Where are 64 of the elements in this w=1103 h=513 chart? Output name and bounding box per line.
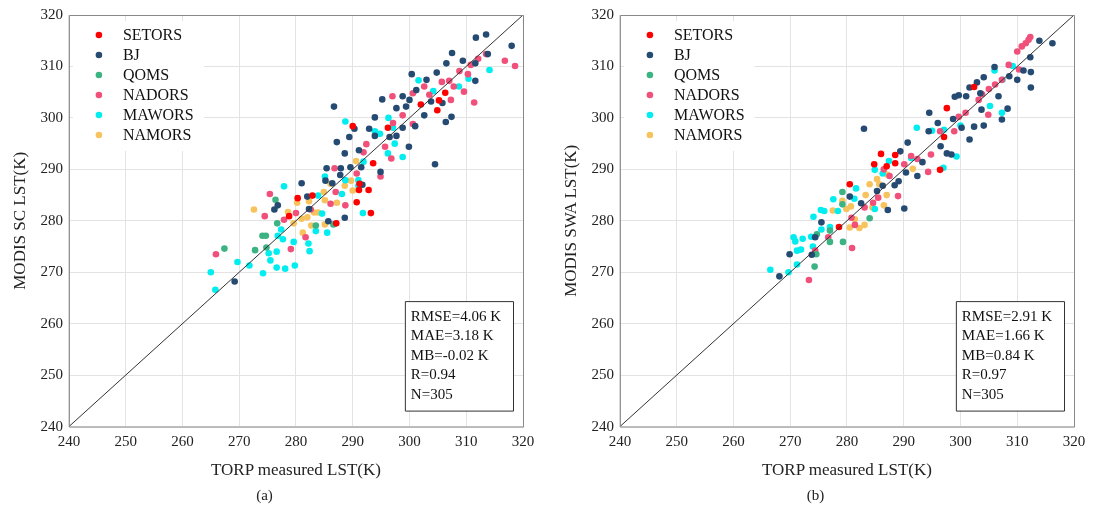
y-tick-label: 260 [591,314,614,331]
legend-label: NAMORS [673,126,743,144]
y-tick-label: 240 [591,417,614,434]
legend-label: NAMORS [122,126,192,144]
annotation: R=0.97 [961,366,1008,383]
annotation: N=305 [410,385,453,402]
text: (b) [806,486,825,504]
x-tick-label: 320 [511,432,535,449]
annotation: N=305 [961,385,1004,402]
legend-label: MAWORS [673,106,745,124]
y-tick-label: 270 [40,263,63,280]
x-tick-label: 290 [892,432,915,449]
x-tick-label: 270 [227,432,251,449]
legend-label: QOMS [673,66,721,84]
y-tick-label: 280 [40,211,63,228]
x-tick-label: 260 [722,432,745,449]
annotation: R=0.94 [410,366,457,383]
legend-label: SETORS [122,26,183,44]
x-tick-label: 280 [835,432,859,449]
legend-label: SETORS [673,26,734,44]
y-tick-label: 270 [591,263,614,280]
legend-label: BJ [673,46,691,64]
y-axis-title: MODIS SC LST(K) [9,151,29,290]
y-tick-label: 240 [40,417,63,434]
annotation: MAE=1.66 K [961,327,1045,344]
text: (a) [256,486,273,504]
x-tick-label: 320 [1062,432,1086,449]
legend-label: MAWORS [122,106,194,124]
y-tick-label: 280 [591,211,614,228]
x-tick-label: 240 [57,432,81,449]
x-tick-label: 300 [949,432,972,449]
y-tick-label: 290 [591,160,614,177]
y-tick-label: 310 [40,57,63,74]
x-tick-label: 260 [171,432,194,449]
y-tick-label: 320 [591,5,614,22]
legend-label: QOMS [122,66,170,84]
x-tick-label: 250 [114,432,137,449]
x-axis-title: TORP measured LST(K) [210,460,381,480]
x-tick-label: 280 [284,432,308,449]
annotation: MB=-0.02 K [410,346,489,363]
y-tick-label: 260 [40,314,63,331]
annotation: MAE=3.18 K [410,327,494,344]
x-tick-label: 240 [608,432,632,449]
y-tick-label: 320 [40,5,63,22]
x-tick-label: 250 [665,432,688,449]
annotation: RMSE=2.91 K [961,307,1053,324]
x-tick-label: 300 [398,432,421,449]
x-tick-label: 310 [1005,432,1029,449]
y-tick-label: 250 [591,366,614,383]
x-tick-label: 270 [778,432,802,449]
x-axis-title: TORP measured LST(K) [761,460,932,480]
legend-label: BJ [122,46,140,64]
x-tick-label: 290 [341,432,364,449]
y-tick-label: 300 [40,108,63,125]
y-tick-label: 300 [591,108,614,125]
x-tick-label: 310 [454,432,478,449]
legend-label: NADORS [673,86,740,104]
annotation: MB=0.84 K [961,346,1035,363]
y-tick-label: 290 [40,160,63,177]
annotation: RMSE=4.06 K [410,307,502,324]
y-axis-title: MODIS SWA LST(K) [560,144,580,297]
legend-label: NADORS [122,86,189,104]
y-tick-label: 250 [40,366,63,383]
y-tick-label: 310 [591,57,614,74]
